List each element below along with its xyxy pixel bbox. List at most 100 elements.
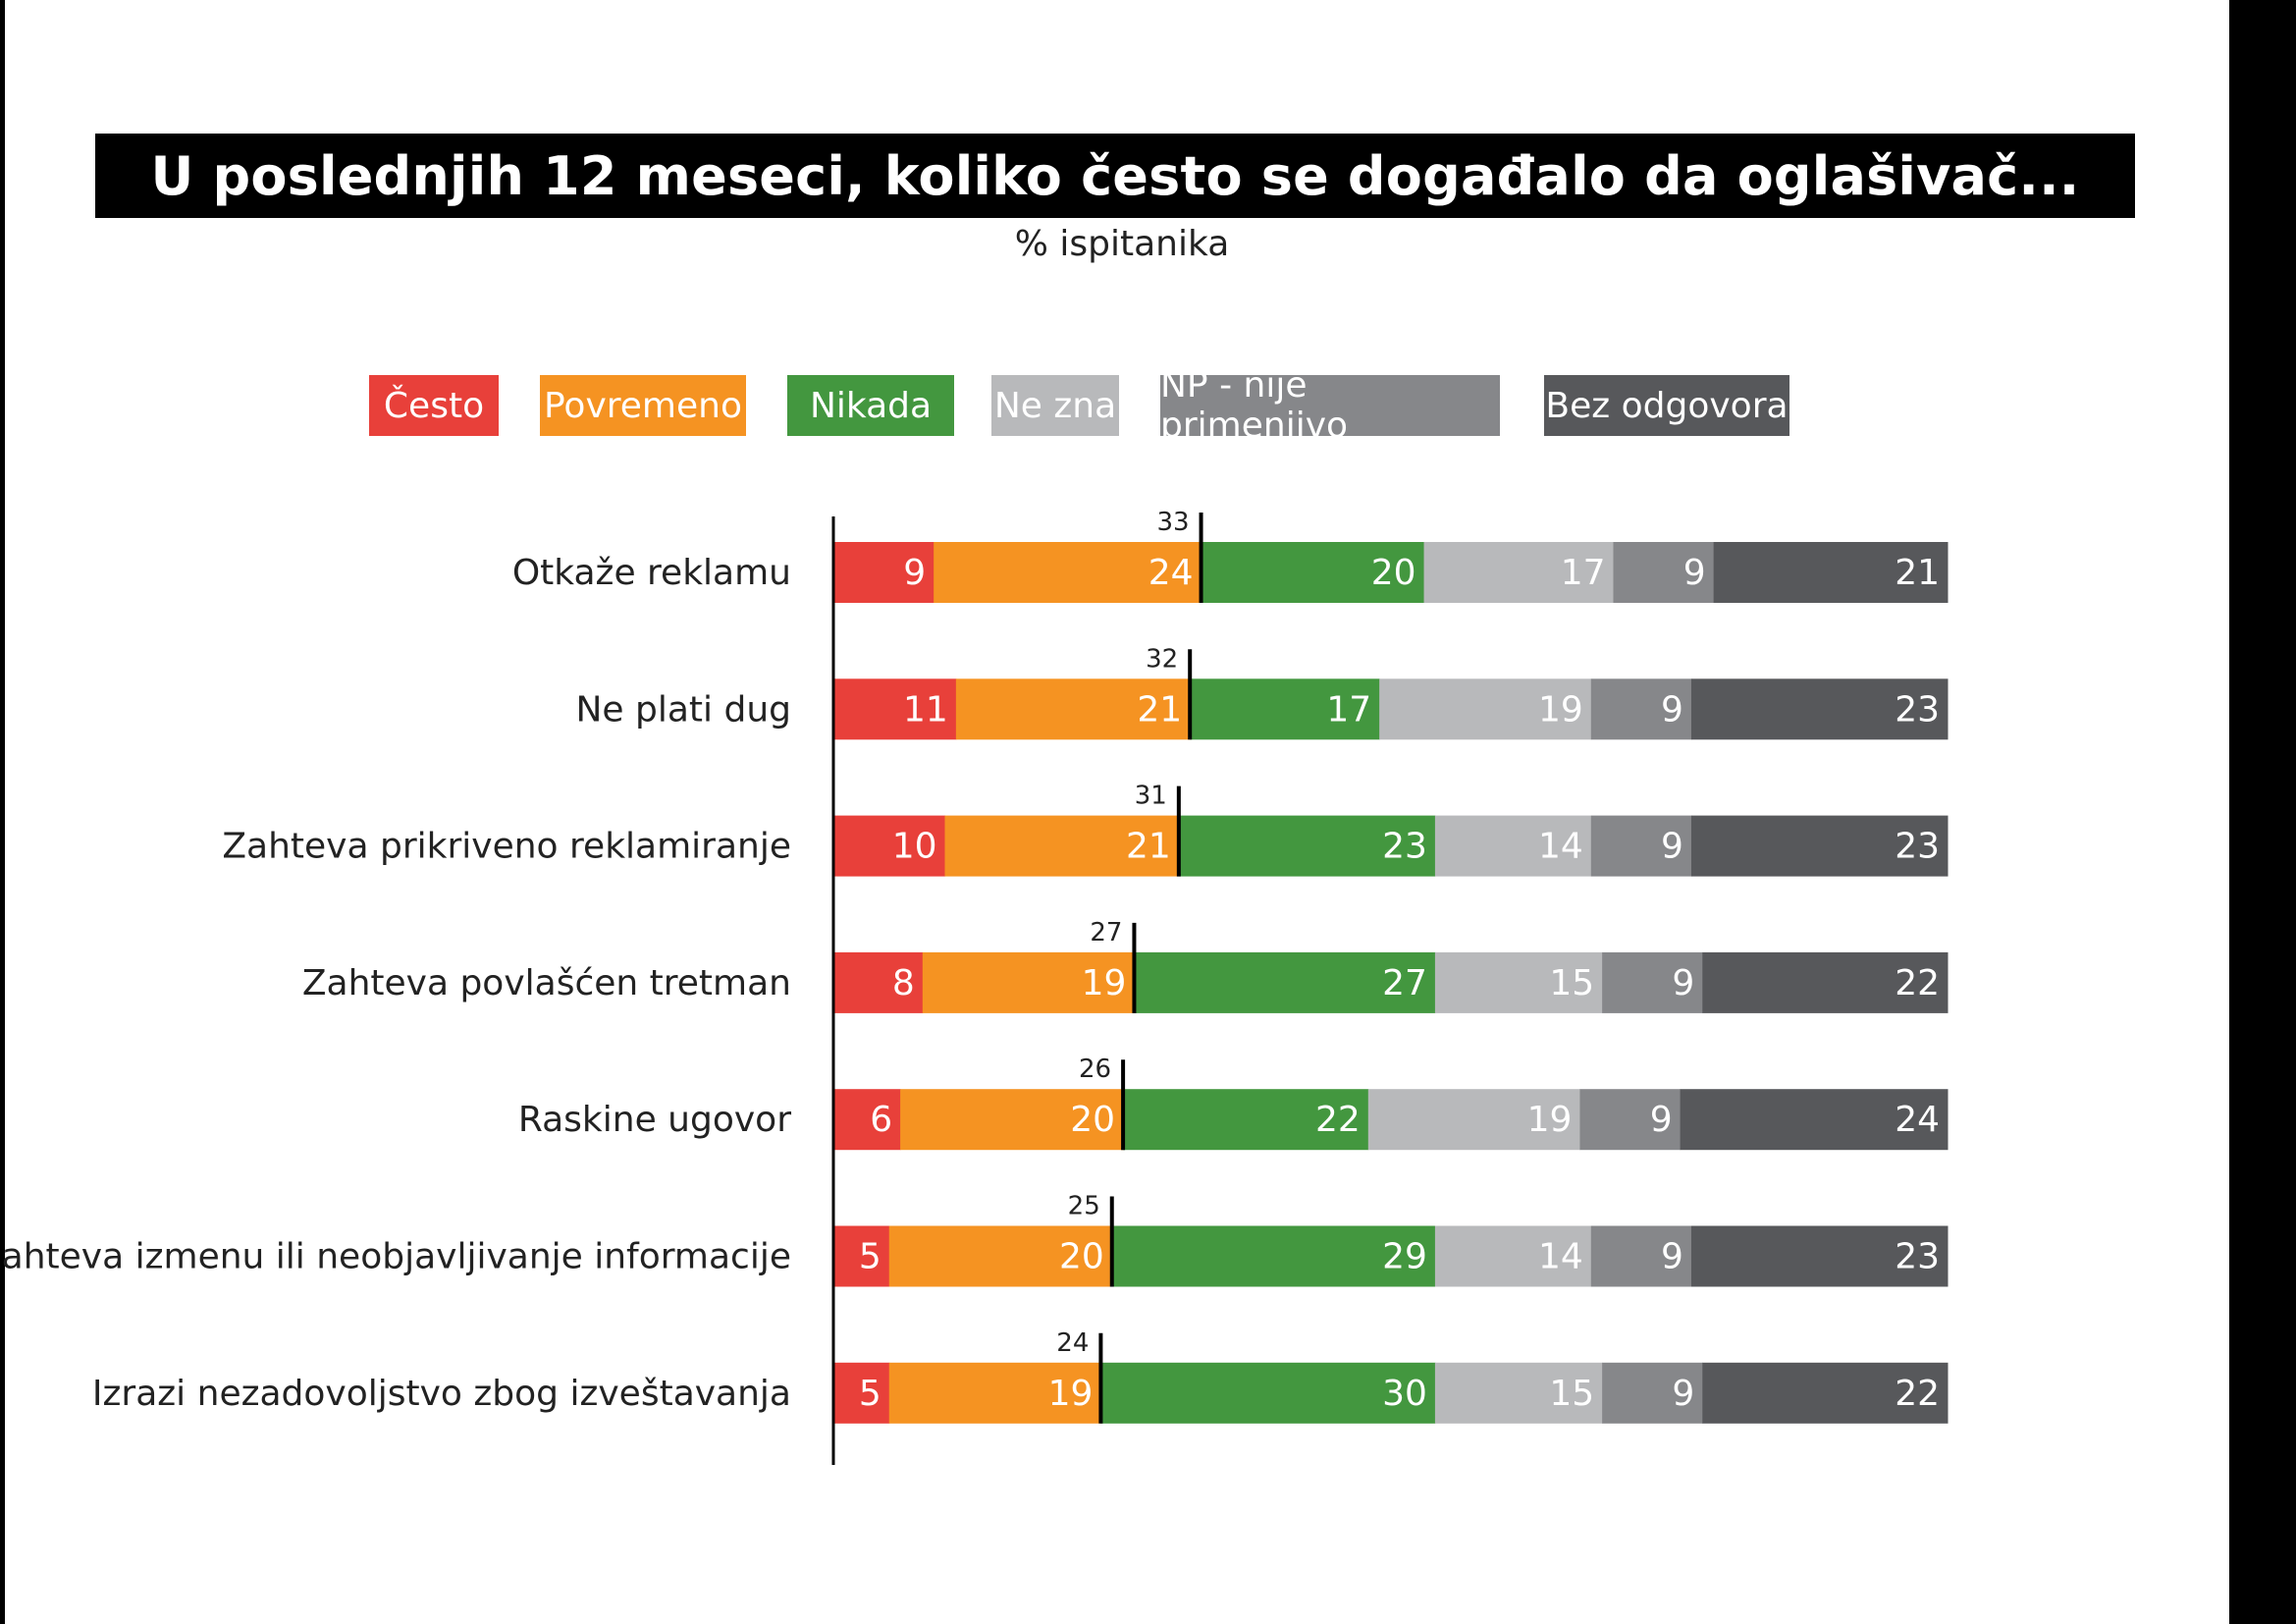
legend-item-np: NP - nije primenjivo	[1160, 365, 1500, 446]
bar-segment	[944, 815, 1180, 877]
category-label: Raskine ugovor	[518, 1100, 791, 1140]
legend-label-bez-odgovora: Bez odgovora	[1545, 385, 1789, 426]
category-label: Izrazi nezadovoljstvo zbog izveštavanja	[92, 1374, 791, 1414]
bar-segment	[1434, 815, 1592, 877]
bar-segment	[1713, 542, 1949, 603]
data-label: 11	[903, 689, 948, 730]
category-label: Zahteva prikriveno reklamiranje	[222, 827, 791, 867]
total-marker-label: 33	[1156, 508, 1189, 537]
data-label: 14	[1538, 827, 1583, 867]
data-label: 9	[1661, 827, 1683, 867]
legend-label-np: NP - nije primenjivo	[1160, 365, 1349, 446]
bar-segment	[1423, 542, 1614, 603]
legend-item-povremeno: Povremeno	[540, 375, 746, 436]
bar-segment	[1590, 815, 1692, 877]
chart-title: U poslednjih 12 meseci, koliko često se …	[150, 144, 2080, 207]
bar-segment	[833, 1089, 901, 1151]
bar-segment	[1190, 678, 1380, 740]
data-label: 23	[1382, 827, 1427, 867]
data-label: 10	[892, 827, 937, 867]
data-label: 23	[1895, 827, 1940, 867]
data-label: 8	[892, 963, 915, 1003]
category-label: Ne plati dug	[575, 689, 791, 730]
data-label: 20	[1070, 1100, 1115, 1140]
total-marker-label: 24	[1056, 1328, 1089, 1358]
data-label: 19	[1082, 963, 1127, 1003]
bar-segment	[1702, 951, 1949, 1013]
data-label: 14	[1538, 1237, 1583, 1277]
data-label: 21	[1137, 689, 1182, 730]
total-marker-label: 32	[1146, 644, 1178, 674]
data-label: 27	[1382, 963, 1427, 1003]
data-label: 9	[903, 553, 926, 593]
data-label: 23	[1895, 1237, 1940, 1277]
bar-segment	[833, 542, 934, 603]
right-border	[2229, 0, 2296, 1624]
total-marker-label: 26	[1079, 1055, 1111, 1084]
left-border	[0, 0, 5, 1624]
bar-segment	[888, 1225, 1113, 1287]
bar-segment	[1178, 815, 1436, 877]
bar-segment	[1123, 1089, 1369, 1151]
bar-segment	[1379, 678, 1592, 740]
legend-label-povremeno: Povremeno	[544, 385, 742, 426]
bar-segment	[833, 678, 957, 740]
total-marker-label: 27	[1090, 918, 1122, 947]
data-label: 24	[1148, 553, 1194, 593]
data-label: 24	[1895, 1100, 1940, 1140]
bar-segment	[1613, 542, 1715, 603]
data-label: 21	[1895, 553, 1940, 593]
bar-segment	[1602, 951, 1703, 1013]
bar-segment	[1690, 1225, 1949, 1287]
data-label: 9	[1650, 1100, 1673, 1140]
data-label: 17	[1326, 689, 1371, 730]
bar-segment	[1111, 1225, 1436, 1287]
data-label: 20	[1059, 1237, 1104, 1277]
bar-segment	[1201, 542, 1425, 603]
bar-segment	[1690, 815, 1949, 877]
data-label: 6	[870, 1100, 892, 1140]
legend-label-nikada: Nikada	[809, 385, 933, 426]
total-marker-label: 31	[1135, 782, 1167, 811]
bar-segment	[1680, 1089, 1949, 1151]
total-marker-label: 25	[1068, 1192, 1100, 1221]
bar-segment	[1590, 1225, 1692, 1287]
data-label: 19	[1048, 1374, 1094, 1414]
bar-segment	[833, 951, 924, 1013]
legend-label-ne-zna: Ne zna	[993, 385, 1117, 426]
legend-item-bez-odgovora: Bez odgovora	[1544, 375, 1789, 436]
data-label: 20	[1371, 553, 1416, 593]
data-label: 23	[1895, 689, 1940, 730]
legend-item-cesto: Često	[369, 375, 499, 436]
bar-segment	[833, 815, 945, 877]
bar-segment	[1602, 1362, 1703, 1424]
bar-segment	[955, 678, 1191, 740]
data-label: 9	[1661, 689, 1683, 730]
data-label: 15	[1549, 963, 1594, 1003]
bar-segment	[900, 1089, 1124, 1151]
title-bar: U poslednjih 12 meseci, koliko često se …	[95, 134, 2135, 218]
bar-segment	[1590, 678, 1692, 740]
data-label: 9	[1672, 963, 1694, 1003]
chart-subtitle: % ispitanika	[1014, 224, 1230, 264]
data-label: 17	[1561, 553, 1606, 593]
data-label: 5	[859, 1374, 881, 1414]
data-label: 29	[1382, 1237, 1427, 1277]
data-label: 22	[1315, 1100, 1361, 1140]
bar-segment	[1702, 1362, 1949, 1424]
bar-segment	[1434, 1362, 1603, 1424]
data-label: 22	[1895, 1374, 1940, 1414]
bar-segment	[1100, 1362, 1436, 1424]
category-label: Zahteva povlašćen tretman	[302, 963, 791, 1003]
data-label: 19	[1527, 1100, 1573, 1140]
data-label: 9	[1661, 1237, 1683, 1277]
data-label: 30	[1382, 1374, 1427, 1414]
bar-segment	[934, 542, 1202, 603]
bar-segment	[1434, 951, 1603, 1013]
bar-segment	[1434, 1225, 1592, 1287]
bar-segment	[833, 1225, 890, 1287]
data-label: 5	[859, 1237, 881, 1277]
data-label: 19	[1538, 689, 1583, 730]
category-label: Zahteva izmenu ili neobjavljivanje infor…	[0, 1237, 791, 1277]
